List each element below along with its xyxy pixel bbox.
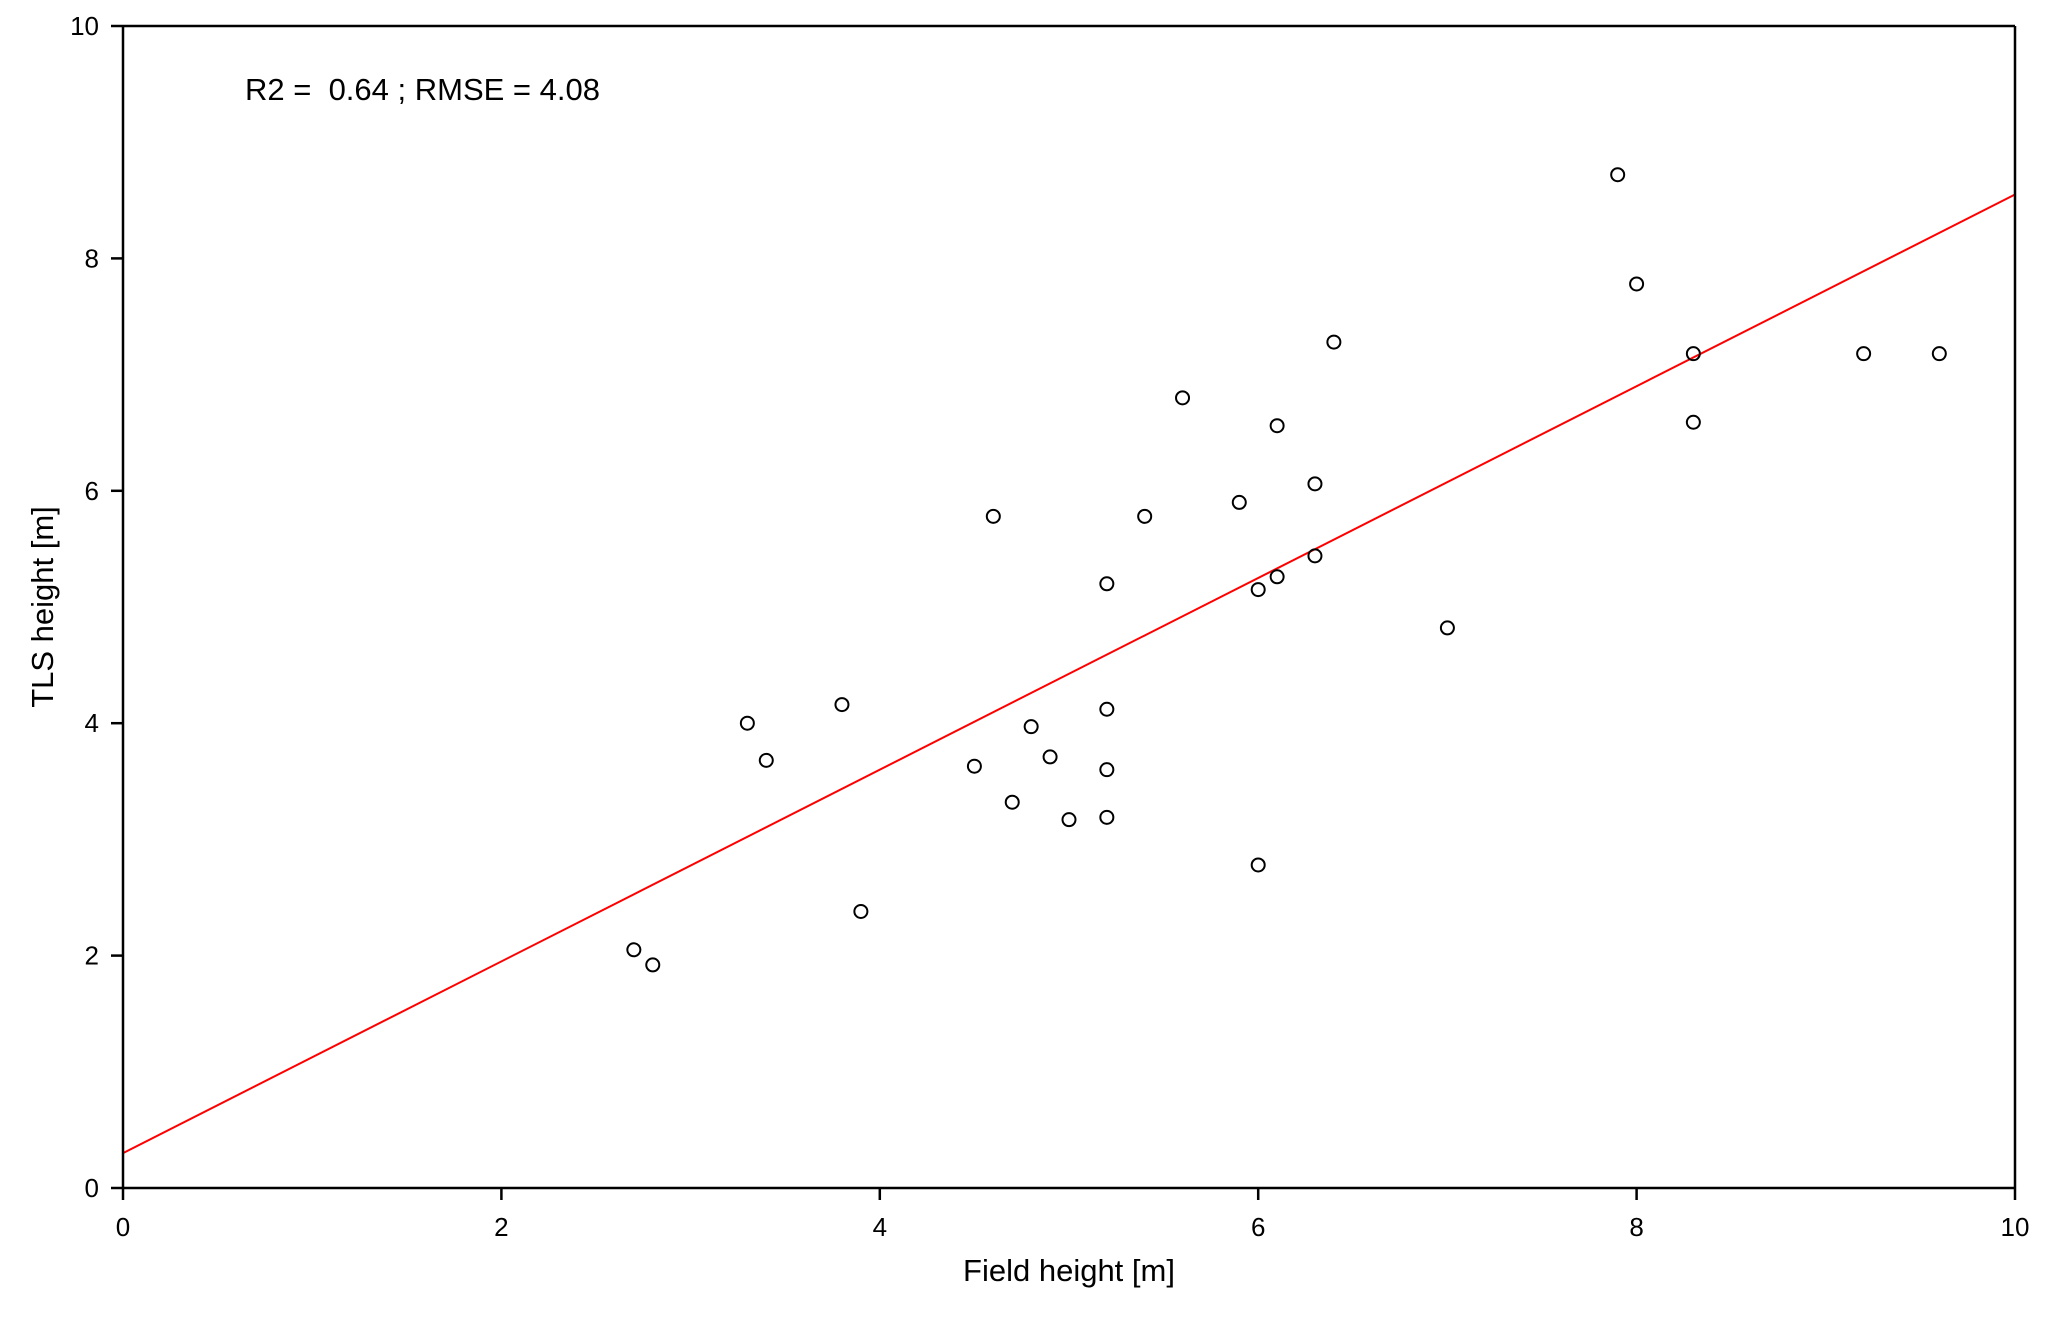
data-point xyxy=(1931,346,1947,362)
x-tick-label: 2 xyxy=(494,1212,508,1242)
data-point xyxy=(1610,167,1626,183)
data-point xyxy=(1061,812,1077,828)
y-tick-label: 4 xyxy=(85,708,99,738)
data-point xyxy=(1231,494,1247,510)
x-tick-label: 0 xyxy=(116,1212,130,1242)
y-tick-label: 8 xyxy=(85,243,99,273)
data-point xyxy=(1629,276,1645,292)
y-axis-title: TLS height [m] xyxy=(25,506,60,708)
data-point xyxy=(1099,762,1115,778)
y-tick-label: 6 xyxy=(85,476,99,506)
x-tick-label: 8 xyxy=(1629,1212,1643,1242)
data-point xyxy=(1439,620,1455,636)
data-point xyxy=(1307,548,1323,564)
data-point xyxy=(739,715,755,731)
data-point xyxy=(853,903,869,919)
y-tick-label: 10 xyxy=(70,11,99,41)
data-point xyxy=(1685,414,1701,430)
plot-area xyxy=(122,167,2016,1155)
data-point xyxy=(1137,508,1153,524)
data-point xyxy=(1307,476,1323,492)
ticks: 0 2 4 6 8 10 0 2 4 6 8 10 xyxy=(70,11,2029,1242)
data-point xyxy=(1099,809,1115,825)
x-tick-label: 6 xyxy=(1251,1212,1265,1242)
data-point xyxy=(1099,701,1115,717)
data-point xyxy=(985,508,1001,524)
fit-statistics-annotation: R2 = 0.64 ; RMSE = 4.08 xyxy=(245,72,600,107)
data-point xyxy=(1175,390,1191,406)
data-point xyxy=(626,942,642,958)
data-point xyxy=(1856,346,1872,362)
x-tick-label: 10 xyxy=(2001,1212,2030,1242)
data-point xyxy=(966,758,982,774)
x-tick-label: 4 xyxy=(873,1212,887,1242)
data-point xyxy=(1004,794,1020,810)
data-point xyxy=(1326,334,1342,350)
data-point xyxy=(834,697,850,713)
data-point xyxy=(1685,346,1701,362)
y-tick-label: 2 xyxy=(85,941,99,971)
data-point xyxy=(1250,857,1266,873)
x-axis-title: Field height [m] xyxy=(963,1253,1175,1288)
regression-line xyxy=(122,193,2016,1155)
data-point xyxy=(1099,576,1115,592)
data-point xyxy=(1269,418,1285,434)
data-point xyxy=(758,752,774,768)
y-tick-label: 0 xyxy=(85,1173,99,1203)
data-point xyxy=(1250,582,1266,598)
axes xyxy=(121,24,2017,1190)
data-point xyxy=(645,957,661,973)
data-point xyxy=(1023,719,1039,735)
data-point xyxy=(1042,749,1058,765)
data-point xyxy=(1269,569,1285,585)
